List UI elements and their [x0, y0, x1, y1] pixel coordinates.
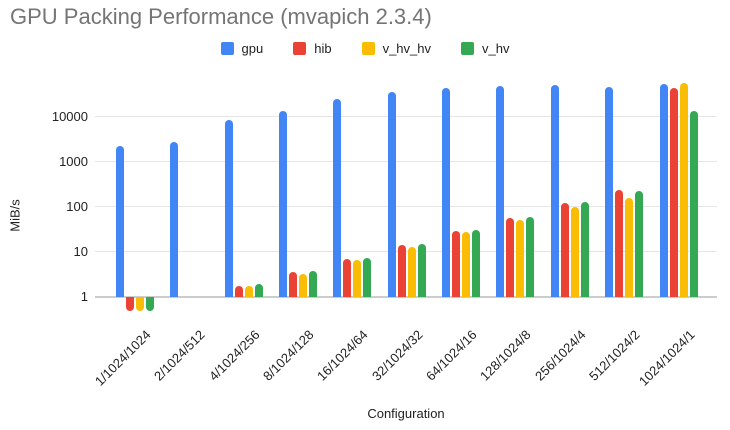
legend-swatch-v_hv_hv [361, 42, 375, 55]
legend-item-gpu[interactable]: gpu [220, 41, 264, 56]
bar-v_hv_hv[interactable] [462, 232, 471, 297]
bar-gpu[interactable] [279, 111, 288, 297]
y-tick-label: 10 [73, 243, 88, 259]
bar-gpu[interactable] [170, 141, 179, 297]
gridline [95, 160, 717, 162]
bar-v_hv[interactable] [309, 271, 318, 297]
bar-v_hv_hv[interactable] [136, 297, 144, 311]
plot-area [95, 75, 717, 311]
bar-hib[interactable] [615, 190, 624, 297]
bar-v_hv[interactable] [689, 111, 698, 297]
bar-v_hv_hv[interactable] [516, 220, 525, 297]
x-axis-title: Configuration [367, 406, 445, 421]
bar-hib[interactable] [126, 297, 134, 311]
axis-baseline [95, 296, 717, 298]
bar-hib[interactable] [560, 203, 569, 297]
bar-gpu[interactable] [496, 86, 505, 297]
bar-hib[interactable] [452, 231, 461, 297]
bar-v_hv_hv[interactable] [353, 260, 362, 297]
bar-v_hv[interactable] [580, 202, 589, 297]
bar-gpu[interactable] [659, 83, 668, 297]
y-tick-label: 1 [80, 289, 88, 304]
y-tick-label: 1000 [59, 153, 88, 169]
bar-v_hv[interactable] [526, 216, 535, 297]
bar-v_hv[interactable] [146, 297, 154, 311]
legend-label: v_hv_hv [382, 41, 431, 56]
bar-gpu[interactable] [442, 87, 451, 297]
bar-v_hv[interactable] [472, 230, 481, 297]
y-tick-label: 10000 [51, 108, 88, 124]
legend-swatch-hib [293, 42, 307, 55]
bar-hib[interactable] [397, 244, 406, 297]
legend-label: v_hv [482, 41, 510, 56]
bar-v_hv_hv[interactable] [679, 83, 688, 297]
bar-v_hv[interactable] [417, 243, 426, 297]
bar-hib[interactable] [234, 285, 243, 297]
bar-gpu[interactable] [387, 91, 396, 297]
bar-v_hv_hv[interactable] [570, 206, 579, 297]
bar-v_hv_hv[interactable] [625, 197, 634, 297]
legend-label: hib [314, 41, 332, 56]
chart-title: GPU Packing Performance (mvapich 2.3.4) [10, 4, 432, 29]
bar-v_hv_hv[interactable] [244, 285, 253, 297]
legend-label: gpu [241, 41, 264, 56]
legend-item-hib[interactable]: hib [293, 41, 332, 56]
legend-swatch-gpu [220, 42, 234, 55]
gridline [95, 115, 717, 117]
bar-gpu[interactable] [333, 99, 342, 297]
bar-hib[interactable] [289, 272, 298, 297]
bar-gpu[interactable] [605, 86, 614, 297]
y-axis-tick-labels: 1 10 100 1000 10000 [0, 75, 88, 304]
y-tick-label: 100 [66, 198, 88, 214]
bar-gpu[interactable] [550, 85, 559, 297]
legend-item-v_hv_hv[interactable]: v_hv_hv [361, 41, 431, 56]
bar-gpu[interactable] [116, 146, 124, 297]
bar-v_hv_hv[interactable] [299, 274, 308, 297]
legend-item-v_hv[interactable]: v_hv [461, 41, 509, 56]
bar-hib[interactable] [343, 258, 352, 297]
bar-v_hv[interactable] [254, 284, 263, 297]
bar-hib[interactable] [506, 217, 515, 297]
gridline [95, 205, 717, 207]
bar-v_hv[interactable] [363, 258, 372, 297]
bar-gpu[interactable] [224, 120, 233, 297]
bar-v_hv_hv[interactable] [407, 246, 416, 297]
bar-hib[interactable] [669, 87, 678, 297]
legend: gpu hib v_hv_hv v_hv [0, 41, 730, 56]
legend-swatch-v_hv [461, 42, 474, 55]
gridline [95, 250, 717, 252]
bar-v_hv[interactable] [635, 191, 644, 297]
